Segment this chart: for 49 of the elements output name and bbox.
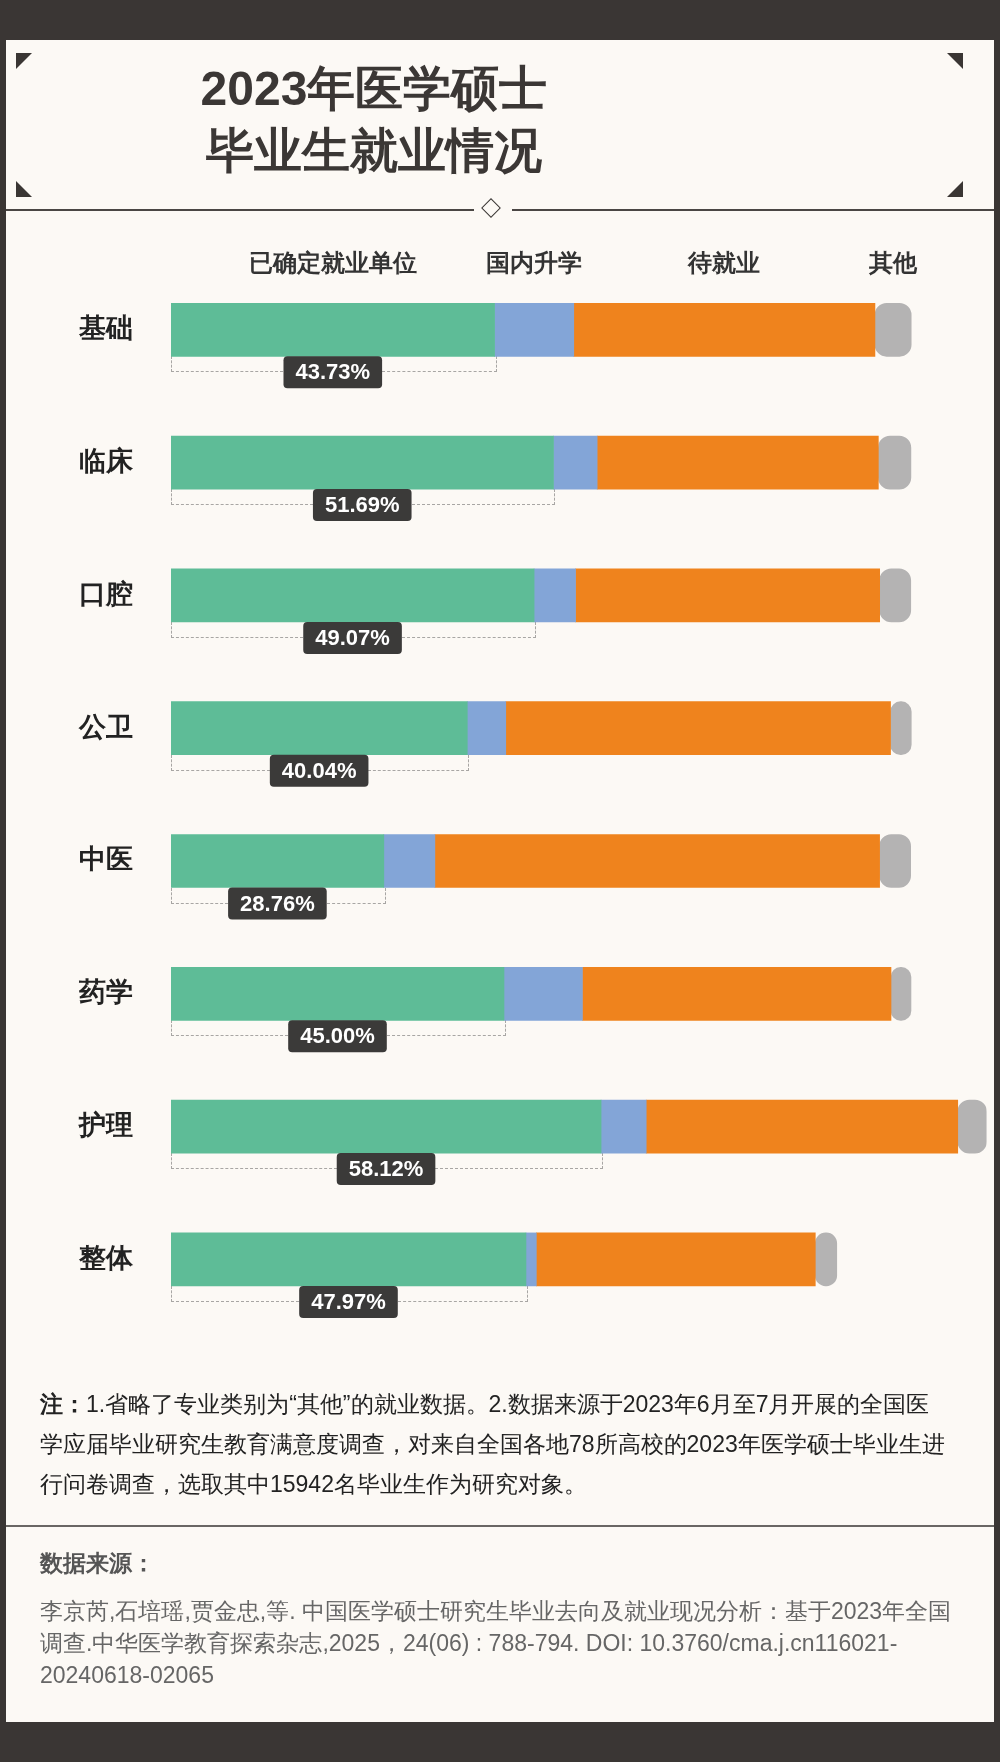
bar <box>645 1099 959 1154</box>
bar <box>575 568 880 623</box>
bar <box>573 302 876 357</box>
bar <box>525 1232 537 1287</box>
text: 李京芮,石培瑶,贾金忠,等. 中国医学硕士研究生毕业去向及就业现况分析：基于2023年全国调查.中华医学教育探索杂志,2025，24(06) : 788-794. DOI: 10.3760/cma.j.cn116021-20240618-02065 <box>40 1597 952 1690</box>
series-label: 其他 <box>868 248 919 276</box>
y-tick-label: 中医 <box>79 844 133 875</box>
bar <box>582 966 892 1021</box>
bar <box>171 302 495 357</box>
bar <box>434 834 880 888</box>
data-label: 47.97% <box>311 1288 386 1314</box>
bar <box>171 834 385 888</box>
data-label: 58.12% <box>348 1156 424 1182</box>
series-label: 已确定就业单位 <box>248 248 417 276</box>
bar <box>600 1099 647 1154</box>
source-note: 数据来源： <box>40 1549 156 1578</box>
bar <box>505 701 891 756</box>
y-tick-label: 口腔 <box>79 578 133 609</box>
bar <box>171 701 468 756</box>
text: 注：1.省略了专业类别为“其他”的就业数据。2.数据来源于2023年6月至7月开展的全国医学应届毕业研究生教育满意度调查，对来自全国各地78所高校的2023年医学硕士毕业生进行问卷调查，选取其中15942名毕业生作为研究对象。 <box>40 1391 945 1497</box>
y-tick-label: 基础 <box>78 313 133 344</box>
bar <box>533 568 576 623</box>
y-tick-label: 护理 <box>78 1110 133 1141</box>
bar <box>171 568 535 623</box>
series-label: 国内升学 <box>486 248 583 276</box>
bar <box>596 435 879 490</box>
bar <box>383 834 436 888</box>
bar <box>494 302 575 357</box>
y-tick-label: 整体 <box>78 1242 134 1273</box>
data-label: 45.00% <box>300 1023 375 1049</box>
y-tick-label: 药学 <box>78 977 133 1008</box>
bar <box>536 1232 816 1287</box>
bar <box>171 1232 527 1287</box>
bar <box>874 302 912 357</box>
chart-title: 2023年医学硕士毕业生就业情况 <box>199 61 549 179</box>
bar <box>171 966 505 1021</box>
series-label: 待就业 <box>687 248 761 276</box>
bar <box>466 701 507 756</box>
data-label: 51.69% <box>324 492 400 518</box>
bar <box>553 435 598 490</box>
bar <box>503 966 583 1021</box>
data-label: 49.07% <box>315 624 390 650</box>
y-tick-label: 临床 <box>79 446 134 477</box>
bar <box>171 435 554 490</box>
data-label: 40.04% <box>281 757 357 783</box>
data-label: 28.76% <box>240 890 315 916</box>
bar <box>171 1099 602 1154</box>
data-label: 43.73% <box>295 359 371 385</box>
y-tick-label: 公卫 <box>78 711 133 742</box>
